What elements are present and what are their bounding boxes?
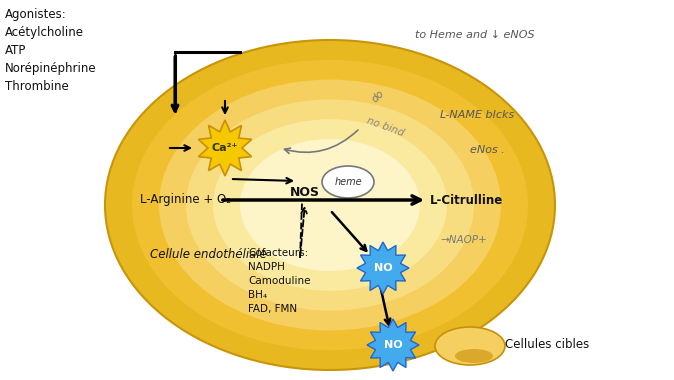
Ellipse shape — [455, 349, 493, 363]
Ellipse shape — [186, 100, 474, 310]
Text: eNos .: eNos . — [470, 145, 505, 155]
Text: Cellules cibles: Cellules cibles — [505, 339, 589, 352]
Ellipse shape — [322, 166, 374, 198]
Text: Cellule endothéliale: Cellule endothéliale — [150, 249, 267, 261]
Text: Ca²⁺: Ca²⁺ — [212, 143, 238, 153]
Ellipse shape — [435, 327, 505, 365]
Text: do: do — [370, 88, 386, 104]
Polygon shape — [367, 319, 419, 371]
Text: Cofacteurs:
NADPH
Camoduline
BH₄
FAD, FMN: Cofacteurs: NADPH Camoduline BH₄ FAD, FM… — [248, 248, 311, 314]
Ellipse shape — [132, 60, 528, 350]
Text: no bind: no bind — [365, 115, 405, 138]
Text: to Heme and ↓ eNOS: to Heme and ↓ eNOS — [415, 30, 534, 40]
Polygon shape — [198, 120, 251, 176]
Ellipse shape — [159, 79, 501, 330]
Ellipse shape — [105, 40, 555, 370]
Text: NOS: NOS — [290, 187, 320, 200]
Text: L-Citrulline: L-Citrulline — [430, 193, 503, 206]
Text: heme: heme — [334, 177, 362, 187]
Text: L-NAME bIcks: L-NAME bIcks — [440, 110, 514, 120]
Text: NO: NO — [384, 340, 402, 350]
Polygon shape — [357, 242, 409, 294]
Ellipse shape — [240, 139, 420, 271]
Text: L-Arginine + O₂: L-Arginine + O₂ — [140, 193, 231, 206]
Text: Agonistes:
Acétylcholine
ATP
Norépinéphrine
Thrombine: Agonistes: Acétylcholine ATP Norépinéphr… — [5, 8, 96, 93]
Ellipse shape — [213, 119, 447, 291]
Text: →NAOP+: →NAOP+ — [440, 235, 487, 245]
Text: NO: NO — [373, 263, 392, 273]
